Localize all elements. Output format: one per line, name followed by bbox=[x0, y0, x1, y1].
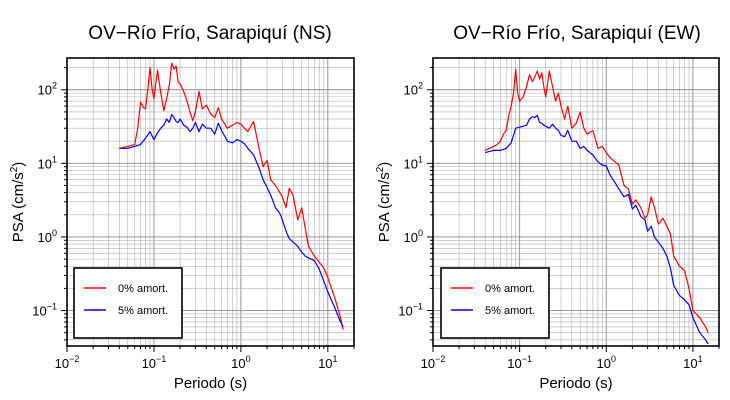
series-group bbox=[484, 68, 709, 345]
legend: 0% amort. 5% amort. bbox=[440, 267, 550, 339]
series-line-5pct bbox=[485, 114, 709, 345]
legend-label: 0% amort. bbox=[485, 283, 535, 295]
legend-label: 0% amort. bbox=[118, 283, 168, 295]
y-tick-label: 100 bbox=[38, 228, 57, 245]
chart-ew: 10−2 10−1 100 101 10−1 100 101 102 OV−Río Frío, … bbox=[375, 23, 720, 392]
x-tick-label: 101 bbox=[683, 354, 702, 371]
y-tick-label: 10−1 bbox=[32, 302, 57, 319]
plot-frame bbox=[432, 57, 720, 347]
y-tick-label: 101 bbox=[404, 154, 423, 171]
x-tick-label: 100 bbox=[231, 354, 250, 371]
x-axis-label: Periodo (s) bbox=[174, 375, 247, 392]
y-tick-label: 10−1 bbox=[398, 302, 423, 319]
legend: 0% amort. 5% amort. bbox=[73, 267, 183, 339]
x-tick-label: 101 bbox=[318, 354, 337, 371]
y-tick-label: 102 bbox=[38, 81, 57, 98]
chart-title: OV−Río Frío, Sarapiquí (NS) bbox=[88, 23, 331, 44]
y-axis-label: PSA (cm/s2) bbox=[375, 162, 393, 243]
plot-frame bbox=[66, 57, 355, 347]
y-tick-label: 101 bbox=[38, 154, 57, 171]
series-line-0pct bbox=[119, 62, 344, 330]
chart-title: OV−Río Frío, Sarapiquí (EW) bbox=[453, 23, 701, 44]
chart-ns: 10−2 10−1 100 101 10−1 100 101 102 OV−Río Frío, … bbox=[9, 23, 355, 392]
x-tick-label: 10−2 bbox=[421, 354, 446, 371]
y-tick-label: 100 bbox=[404, 228, 423, 245]
grid bbox=[66, 58, 355, 346]
legend-label: 5% amort. bbox=[485, 305, 535, 317]
x-tick-label: 10−2 bbox=[55, 354, 80, 371]
x-axis-label: Periodo (s) bbox=[539, 375, 612, 392]
legend-label: 5% amort. bbox=[118, 305, 168, 317]
series-line-0pct bbox=[484, 68, 709, 333]
x-tick-label: 10−1 bbox=[142, 354, 167, 371]
series-line-5pct bbox=[119, 113, 344, 328]
x-tick-label: 100 bbox=[597, 354, 616, 371]
x-tick-label: 10−1 bbox=[507, 354, 532, 371]
y-axis-label: PSA (cm/s2) bbox=[9, 162, 27, 243]
legend-box bbox=[73, 267, 183, 339]
series-group bbox=[119, 62, 344, 330]
legend-box bbox=[440, 267, 550, 339]
y-tick-label: 102 bbox=[404, 81, 423, 98]
